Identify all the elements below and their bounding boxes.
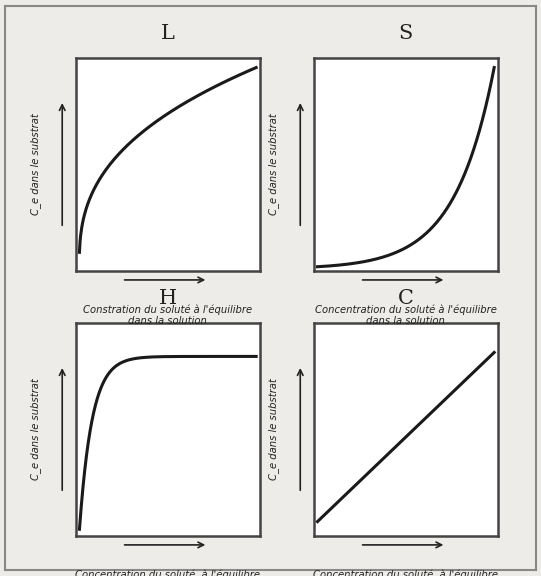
Text: L: L [161,24,175,43]
Text: Concentration du soluté  à l'équilibre
dans la solution: Concentration du soluté à l'équilibre da… [75,569,260,576]
Text: Concentration du soluté à l'équilibre
dans la solution: Concentration du soluté à l'équilibre da… [315,304,497,326]
Text: C_e dans le substrat: C_e dans le substrat [30,113,41,215]
Text: H: H [159,289,177,308]
Text: C_e dans le substrat: C_e dans le substrat [268,113,279,215]
Text: C_e dans le substrat: C_e dans le substrat [30,378,41,480]
Text: S: S [399,24,413,43]
Text: C: C [398,289,414,308]
Text: Constration du soluté à l'équilibre
dans la solution: Constration du soluté à l'équilibre dans… [83,304,252,326]
Text: Concentration du soluté  à l'équilibre
dans la solution: Concentration du soluté à l'équilibre da… [313,569,498,576]
Text: C_e dans le substrat: C_e dans le substrat [268,378,279,480]
